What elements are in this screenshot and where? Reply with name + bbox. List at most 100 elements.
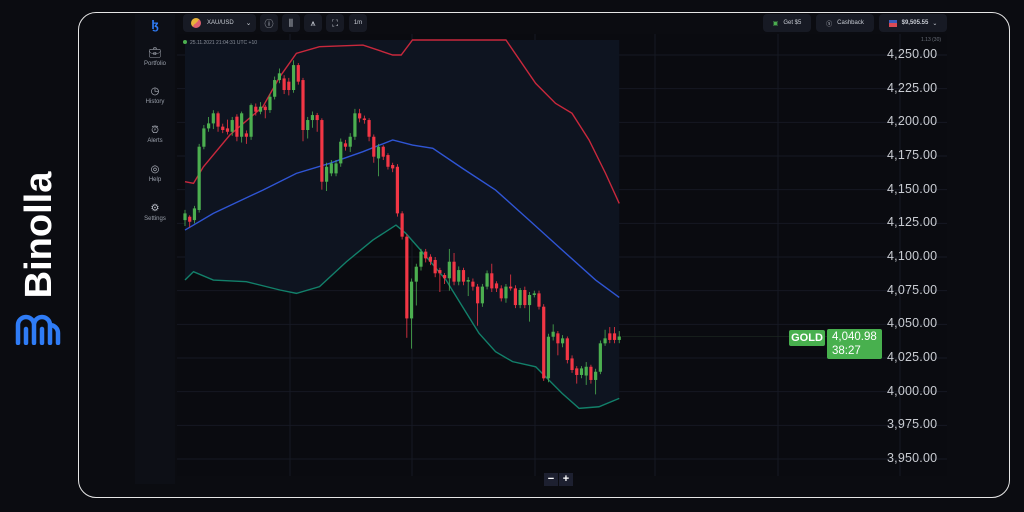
candle-down (400, 213, 404, 237)
candle-down (438, 270, 442, 274)
candle-up (268, 96, 272, 111)
candles-icon: ⫼ (288, 17, 294, 28)
sidebar-item-label: Settings (144, 216, 166, 222)
balance-value: $9,505.55 (901, 20, 929, 26)
sidebar-item-label: History (145, 99, 165, 105)
candle-up (527, 294, 532, 306)
candle-down (391, 165, 395, 169)
chart-type-button[interactable]: ⫼ (282, 14, 300, 32)
asset-price-tag: GOLD (789, 330, 825, 346)
price-tick-label: 3,950.00 (887, 451, 938, 465)
candle-down (287, 81, 291, 91)
price-tick-label: 4,025.00 (887, 350, 938, 364)
live-dot-icon (183, 40, 187, 44)
candle-up (466, 280, 470, 282)
price-tick-label: 4,175.00 (887, 148, 938, 162)
indicators-icon: ⛶ (331, 17, 339, 28)
candle-up (504, 286, 508, 299)
us-flag-icon (888, 19, 897, 27)
zoom-controls: − + (544, 473, 573, 486)
candle-down (565, 338, 569, 361)
sidebar-item-alerts[interactable]: ⏰︎ Alerts (135, 125, 175, 144)
binolla-logo-icon (15, 314, 61, 345)
info-icon: ⓘ (264, 18, 274, 29)
candle-up (447, 261, 451, 279)
candle-up (409, 281, 414, 319)
candle-up (480, 286, 484, 304)
candle-up (457, 270, 461, 282)
candle-down (490, 273, 494, 289)
indicators-button[interactable]: ⛶ (326, 14, 344, 32)
candle-up (579, 368, 584, 375)
zoom-in-button[interactable]: + (559, 473, 573, 486)
candle-down (381, 146, 385, 157)
candle-down (575, 368, 579, 375)
price-tick-label: 4,250.00 (887, 47, 938, 61)
candle-up (617, 336, 621, 340)
sidebar-item-settings[interactable]: ⚙︎ Settings (135, 203, 175, 222)
sidebar-logo[interactable]: ɮ (135, 18, 175, 34)
sidebar-item-portfolio[interactable]: 💼︎ Portfolio (135, 48, 175, 67)
candle-up (192, 208, 197, 221)
screenshot-frame (78, 12, 1010, 498)
lifebuoy-icon: ◎ (150, 164, 160, 175)
sidebar-item-history[interactable]: ◷ History (135, 86, 175, 105)
info-button[interactable]: ⓘ (260, 14, 278, 32)
app-logo-icon: ɮ (151, 18, 159, 32)
price-tick-label: 4,225.00 (887, 80, 938, 95)
candle-up (334, 163, 338, 174)
candle-down (523, 289, 527, 306)
sidebar-item-help[interactable]: ◎ Help (135, 164, 175, 183)
candle-down (509, 286, 513, 289)
candle-up (584, 366, 588, 376)
timeframe-button[interactable]: 1m (349, 14, 367, 32)
candle-up (598, 343, 602, 372)
timestamp-text: 25.11.2021 21:04:31 UTC +10 (190, 40, 258, 46)
candle-down (612, 333, 617, 340)
candle-down (358, 113, 362, 119)
candle-up (603, 338, 607, 344)
candle-down (405, 236, 409, 319)
balance-selector[interactable]: $9,505.55 ⌄ (879, 14, 947, 32)
current-price: 4,040.98 (832, 331, 877, 343)
candle-up (329, 163, 333, 174)
candle-down (221, 126, 225, 131)
asset-name: XAU/USD (207, 20, 234, 26)
scale-note: 1.13 (30) (921, 37, 942, 43)
candle-down (315, 115, 319, 121)
candle-down (343, 143, 348, 147)
candle-down (452, 261, 456, 282)
price-tick-label: 4,100.00 (887, 249, 938, 263)
get-bonus-button[interactable]: ▣ Get $5 (763, 14, 811, 32)
asset-flag-icon (191, 18, 201, 28)
candle-up (207, 123, 211, 129)
history-icon: ◷ (150, 86, 160, 97)
bollinger-upper-line (184, 39, 620, 204)
candle-down (424, 251, 428, 259)
candle-down (499, 288, 503, 299)
candle-down (263, 106, 267, 111)
candle-down (494, 283, 499, 289)
candle-down (367, 120, 371, 137)
candle-up (339, 141, 343, 164)
asset-selector[interactable]: XAU/USD ⌄ (183, 14, 256, 32)
sidebar-item-label: Portfolio (143, 61, 166, 67)
sidebar-item-label: Alerts (147, 138, 163, 144)
zoom-out-button[interactable]: − (544, 473, 558, 486)
candle-down (395, 166, 399, 214)
candle-up (518, 289, 522, 306)
candle-down (589, 366, 593, 380)
candle-up (414, 266, 418, 282)
chart-timestamp: 25.11.2021 21:04:31 UTC +10 (183, 40, 257, 46)
current-price-box: 4,040.98 38:27 (827, 329, 882, 359)
get-bonus-label: Get $5 (783, 20, 802, 26)
cashback-label: Cashback (837, 20, 864, 26)
drawing-tools-button[interactable]: ⩚ (304, 14, 322, 32)
candle-down (372, 136, 376, 157)
candle-up (277, 73, 281, 81)
cashback-button[interactable]: ⓢ Cashback (816, 14, 874, 32)
candle-down (216, 113, 220, 127)
candle-down (386, 155, 390, 167)
price-tick-label: 3,975.00 (887, 417, 938, 432)
